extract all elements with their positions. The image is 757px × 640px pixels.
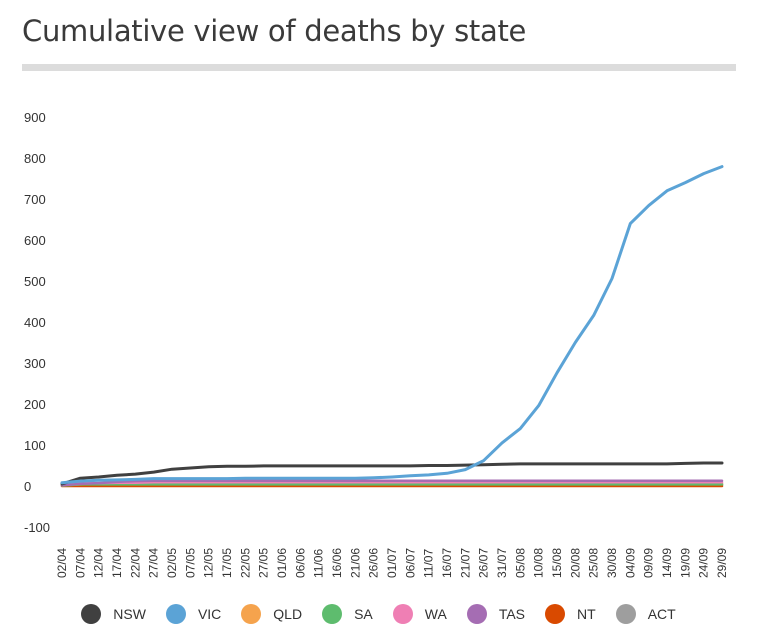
legend-label: WA	[424, 606, 447, 622]
y-tick-label: 500	[24, 274, 46, 289]
legend-swatch-icon	[392, 604, 413, 624]
x-tick-label: 02/04	[55, 548, 69, 578]
y-tick-label: 900	[24, 110, 46, 125]
x-tick-label: 27/05	[257, 548, 271, 578]
x-tick-label: 12/04	[92, 548, 106, 578]
legend-swatch-icon	[466, 604, 487, 624]
legend-label: QLD	[273, 606, 303, 622]
legend-item-wa[interactable]: WA	[392, 604, 447, 624]
y-tick-label: -100	[24, 520, 50, 535]
x-tick-label: 22/04	[128, 548, 142, 578]
x-tick-label: 01/07	[385, 548, 399, 578]
y-tick-label: 800	[24, 151, 46, 166]
y-tick-label: 700	[24, 192, 46, 207]
legend-item-vic[interactable]: VIC	[165, 604, 222, 624]
series-line-sa	[60, 483, 724, 487]
x-tick-label: 27/04	[147, 548, 161, 578]
x-tick-label: 30/08	[605, 548, 619, 578]
x-tick-label: 20/08	[568, 548, 582, 578]
legend-item-act[interactable]: ACT	[615, 604, 676, 624]
legend-swatch-icon	[615, 604, 636, 624]
x-tick-label: 21/07	[458, 548, 472, 578]
legend-label: TAS	[498, 606, 526, 622]
x-axis: 02/04 07/04 12/04 17/04 22/04 27/04 02/05 07/05…	[55, 548, 729, 578]
legend-label: ACT	[647, 606, 676, 622]
y-tick-label: 200	[24, 397, 46, 412]
x-tick-label: 22/05	[238, 548, 252, 578]
y-tick-label: 0	[24, 479, 31, 494]
legend-label: VIC	[197, 606, 222, 622]
x-tick-label: 29/09	[715, 548, 729, 578]
x-tick-label: 17/04	[110, 548, 124, 578]
y-tick-label: 600	[24, 233, 46, 248]
title-divider	[22, 64, 736, 71]
x-tick-label: 09/09	[642, 548, 656, 578]
legend-label: NSW	[113, 606, 146, 622]
y-axis: 900 800 700 600 500 400 300 200 100 0 -100	[24, 110, 50, 535]
x-tick-label: 07/04	[73, 548, 87, 578]
x-tick-label: 12/05	[202, 548, 216, 578]
x-tick-label: 16/07	[440, 548, 454, 578]
chart-legend: NSW VIC QLD SA WA TAS NT ACT	[0, 604, 757, 624]
x-tick-label: 01/06	[275, 548, 289, 578]
x-tick-label: 07/05	[183, 548, 197, 578]
x-tick-label: 17/05	[220, 548, 234, 578]
legend-swatch-icon	[241, 604, 262, 624]
legend-item-nsw[interactable]: NSW	[81, 604, 146, 624]
legend-label: SA	[354, 606, 373, 622]
series-line-nsw	[60, 461, 724, 486]
legend-item-tas[interactable]: TAS	[466, 604, 526, 624]
chart-title: Cumulative view of deaths by state	[22, 14, 527, 48]
x-tick-label: 14/09	[660, 548, 674, 578]
x-tick-label: 26/06	[367, 548, 381, 578]
legend-swatch-icon	[165, 604, 186, 624]
x-tick-label: 02/05	[165, 548, 179, 578]
x-tick-label: 06/07	[403, 548, 417, 578]
series-lines	[60, 165, 724, 488]
y-tick-label: 300	[24, 356, 46, 371]
series-line-tas	[60, 479, 724, 487]
legend-swatch-icon	[81, 604, 102, 624]
x-tick-label: 06/06	[293, 548, 307, 578]
legend-item-qld[interactable]: QLD	[241, 604, 302, 624]
legend-swatch-icon	[545, 604, 566, 624]
x-tick-label: 11/06	[312, 549, 326, 578]
y-tick-label: 100	[24, 438, 46, 453]
line-chart: 900 800 700 600 500 400 300 200 100 0 -100 02/04 07…	[24, 110, 729, 578]
x-tick-label: 31/07	[495, 548, 509, 578]
x-tick-label: 10/08	[532, 548, 546, 578]
x-tick-label: 19/09	[678, 548, 692, 578]
x-tick-label: 15/08	[550, 548, 564, 578]
series-line-wa	[60, 481, 724, 487]
x-tick-label: 25/08	[587, 548, 601, 578]
x-tick-label: 11/07	[422, 549, 436, 578]
legend-label: NT	[577, 606, 596, 622]
x-tick-label: 21/06	[348, 548, 362, 578]
x-tick-label: 05/08	[513, 548, 527, 578]
legend-swatch-icon	[322, 604, 343, 624]
y-tick-label: 400	[24, 315, 46, 330]
legend-item-sa[interactable]: SA	[322, 604, 373, 624]
x-tick-label: 04/09	[623, 548, 637, 578]
legend-item-nt[interactable]: NT	[545, 604, 596, 624]
series-line-vic	[60, 165, 724, 485]
x-tick-label: 16/06	[330, 548, 344, 578]
x-tick-label: 24/09	[697, 548, 711, 578]
x-tick-label: 26/07	[477, 548, 491, 578]
